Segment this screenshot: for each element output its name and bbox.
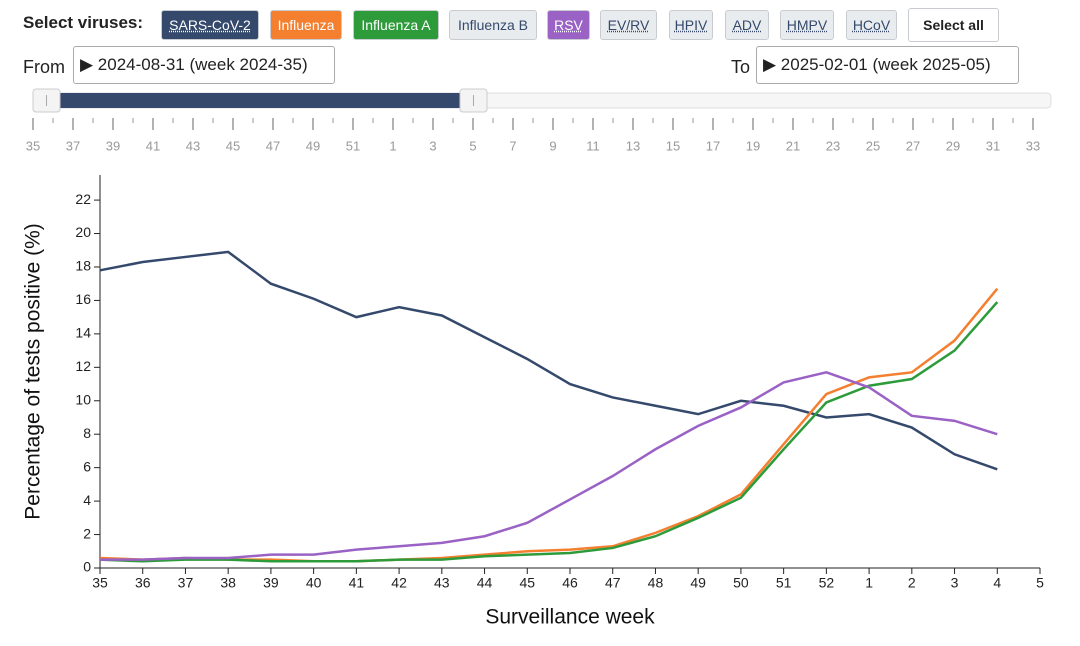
slider-tick-label: 9 [549, 138, 556, 153]
virus-button[interactable]: EV/RV [600, 10, 657, 40]
x-tick-label: 43 [434, 575, 450, 591]
series-line [99, 287, 999, 563]
x-tick-label: 37 [178, 575, 194, 591]
x-tick-label: 2 [908, 575, 916, 591]
series-line [99, 301, 999, 563]
slider-tick-label: 31 [986, 138, 1000, 153]
y-tick-label: 14 [75, 325, 91, 341]
virus-button[interactable]: HCoV [846, 10, 897, 40]
y-tick-label: 18 [75, 258, 91, 274]
slider-tick-label: 19 [746, 138, 760, 153]
virus-button[interactable]: ADV [725, 10, 769, 40]
x-tick-label: 38 [220, 575, 236, 591]
slider-tick-label: 39 [106, 138, 120, 153]
x-tick-label: 5 [1036, 575, 1044, 591]
x-tick-label: 39 [263, 575, 279, 591]
slider-tick-label: 45 [226, 138, 240, 153]
slider-tick-label: 11 [586, 138, 600, 153]
x-tick-label: 3 [951, 575, 959, 591]
slider-tick-label: 17 [706, 138, 720, 153]
x-tick-label: 35 [92, 575, 108, 591]
x-tick-label: 45 [519, 575, 535, 591]
x-tick-label: 47 [605, 575, 621, 591]
slider-tick-label: 23 [826, 138, 840, 153]
x-tick-label: 40 [306, 575, 322, 591]
x-tick-label: 4 [993, 575, 1001, 591]
slider-tick-label: 29 [946, 138, 960, 153]
slider-tick-label: 7 [509, 138, 516, 153]
y-tick-label: 6 [83, 458, 91, 474]
x-tick-label: 36 [135, 575, 151, 591]
slider-tick-label: 33 [1026, 138, 1040, 153]
virus-button[interactable]: HMPV [780, 10, 834, 40]
slider-tick-label: 1 [389, 138, 396, 153]
x-tick-label: 50 [733, 575, 749, 591]
x-tick-label: 52 [819, 575, 835, 591]
x-tick-label: 46 [562, 575, 578, 591]
slider-tick-label: 13 [626, 138, 640, 153]
select-all-button[interactable]: Select all [908, 8, 999, 42]
y-tick-label: 20 [75, 224, 91, 240]
y-tick-label: 2 [83, 525, 91, 541]
slider-tick-label: 37 [66, 138, 80, 153]
y-tick-label: 22 [75, 191, 91, 207]
virus-button[interactable]: Influenza [270, 10, 342, 40]
slider-range [45, 93, 473, 108]
x-tick-label: 44 [477, 575, 493, 591]
slider-tick-label: 5 [469, 138, 476, 153]
y-tick-label: 10 [75, 391, 91, 407]
slider-tick-label: 43 [186, 138, 200, 153]
series-line [100, 371, 998, 561]
virus-button[interactable]: RSV [547, 10, 590, 40]
y-tick-label: 12 [75, 358, 91, 374]
slider-tick-label: 35 [26, 138, 40, 153]
virus-button[interactable]: Influenza B [449, 10, 537, 40]
slider-tick-label: 15 [666, 138, 680, 153]
x-tick-label: 48 [648, 575, 664, 591]
y-tick-label: 16 [75, 291, 91, 307]
to-label: To [731, 57, 751, 77]
slider-tick-label: 27 [906, 138, 920, 153]
y-tick-label: 0 [83, 559, 91, 575]
x-axis-label: Surveillance week [485, 606, 655, 629]
to-input[interactable]: ▶ 2025-02-01 (week 2025-05) [756, 46, 1019, 84]
x-tick-label: 42 [391, 575, 407, 591]
y-tick-label: 4 [83, 492, 91, 508]
select-label: Select viruses: [23, 13, 144, 32]
slider-tick-label: 3 [429, 138, 436, 153]
x-tick-label: 51 [776, 575, 792, 591]
virus-button[interactable]: SARS-CoV-2 [161, 10, 259, 40]
x-tick-label: 41 [349, 575, 365, 591]
slider-tick-label: 21 [786, 138, 800, 153]
slider-tick-label: 51 [346, 138, 360, 153]
from-label: From [23, 57, 65, 77]
series-line [99, 250, 998, 471]
x-tick-label: 1 [865, 575, 873, 591]
y-axis-label: Percentage of tests positive (%) [22, 223, 45, 519]
slider-tick-label: 41 [146, 138, 160, 153]
virus-button[interactable]: HPIV [669, 10, 713, 40]
virus-button[interactable]: Influenza A [353, 10, 439, 40]
from-input[interactable]: ▶ 2024-08-31 (week 2024-35) [73, 46, 335, 84]
slider-tick-label: 25 [866, 138, 880, 153]
slider-tick-label: 49 [306, 138, 320, 153]
y-tick-label: 8 [83, 425, 91, 441]
x-tick-label: 49 [690, 575, 706, 591]
slider-tick-label: 47 [266, 138, 280, 153]
